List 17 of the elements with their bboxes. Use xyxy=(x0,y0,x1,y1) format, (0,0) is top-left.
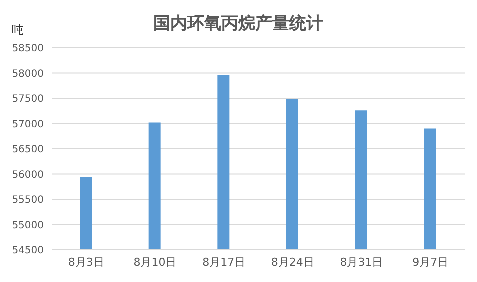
x-tick-label: 9月7日 xyxy=(412,256,449,269)
x-tick-label: 8月17日 xyxy=(202,256,246,269)
y-tick-label: 58500 xyxy=(12,44,44,55)
y-tick-label: 54500 xyxy=(12,246,44,257)
x-tick-label: 8月3日 xyxy=(68,256,104,269)
y-axis-title: 吨 xyxy=(12,22,24,39)
y-tick-label: 57000 xyxy=(12,119,44,130)
x-tick-label: 8月24日 xyxy=(271,256,314,269)
y-tick-label: 56000 xyxy=(12,170,44,181)
y-tick-label: 55000 xyxy=(12,220,44,232)
x-tick-label: 8月31日 xyxy=(340,256,384,269)
y-tick-label: 55500 xyxy=(12,195,44,206)
x-tick-label: 8月10日 xyxy=(134,256,177,269)
y-tick-label: 57500 xyxy=(12,94,44,106)
chart-title: 国内环氧丙烷产量统计 xyxy=(154,14,324,34)
y-tick-label: 56500 xyxy=(12,144,44,156)
y-tick-label: 58000 xyxy=(12,68,44,80)
